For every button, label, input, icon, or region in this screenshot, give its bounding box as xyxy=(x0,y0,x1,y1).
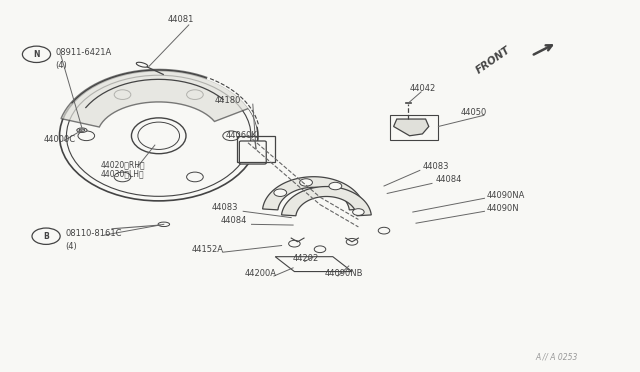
Bar xyxy=(237,136,275,162)
Circle shape xyxy=(353,209,364,215)
Text: N: N xyxy=(33,50,40,59)
Text: 44081: 44081 xyxy=(168,15,195,24)
Polygon shape xyxy=(275,257,352,272)
Circle shape xyxy=(274,189,287,196)
Circle shape xyxy=(314,246,326,253)
Circle shape xyxy=(329,182,342,190)
Text: 44090NA: 44090NA xyxy=(486,191,525,200)
Text: A // A 0253: A // A 0253 xyxy=(536,353,578,362)
Text: 44000C: 44000C xyxy=(44,135,76,144)
Ellipse shape xyxy=(79,129,85,131)
Circle shape xyxy=(187,90,204,99)
Text: 44042: 44042 xyxy=(410,84,436,93)
Text: FRONT: FRONT xyxy=(474,45,512,76)
Text: 44200A: 44200A xyxy=(245,269,277,278)
Text: B: B xyxy=(44,232,49,241)
Text: 44152A: 44152A xyxy=(192,245,224,254)
Polygon shape xyxy=(394,119,429,136)
Circle shape xyxy=(300,179,312,186)
FancyBboxPatch shape xyxy=(239,141,266,164)
PathPatch shape xyxy=(282,186,371,216)
Circle shape xyxy=(78,131,95,141)
Text: 44090NB: 44090NB xyxy=(325,269,364,278)
Circle shape xyxy=(346,238,358,245)
Ellipse shape xyxy=(77,128,87,132)
Circle shape xyxy=(289,240,300,247)
Text: 44090N: 44090N xyxy=(486,204,519,213)
Text: 08110-8161C: 08110-8161C xyxy=(65,230,122,238)
Circle shape xyxy=(223,131,239,141)
Text: 44020〈RH〉: 44020〈RH〉 xyxy=(101,161,146,170)
Text: 44030〈LH〉: 44030〈LH〉 xyxy=(101,169,145,178)
Text: 44083: 44083 xyxy=(422,162,449,171)
Text: 44083: 44083 xyxy=(211,203,237,212)
Text: 44050: 44050 xyxy=(461,108,487,116)
Circle shape xyxy=(114,90,131,99)
Text: 44084: 44084 xyxy=(221,216,247,225)
PathPatch shape xyxy=(61,70,250,127)
PathPatch shape xyxy=(262,177,365,210)
Text: (4): (4) xyxy=(56,61,67,70)
Circle shape xyxy=(378,227,390,234)
Ellipse shape xyxy=(158,222,170,227)
Text: 44084: 44084 xyxy=(435,175,461,184)
Circle shape xyxy=(114,172,131,182)
Circle shape xyxy=(187,172,204,182)
Ellipse shape xyxy=(136,62,148,67)
Bar xyxy=(390,115,438,140)
Text: 44180: 44180 xyxy=(214,96,241,105)
Text: 44060K: 44060K xyxy=(225,131,257,140)
Text: (4): (4) xyxy=(65,242,77,251)
Text: 44202: 44202 xyxy=(293,254,319,263)
Text: 08911-6421A: 08911-6421A xyxy=(56,48,112,57)
